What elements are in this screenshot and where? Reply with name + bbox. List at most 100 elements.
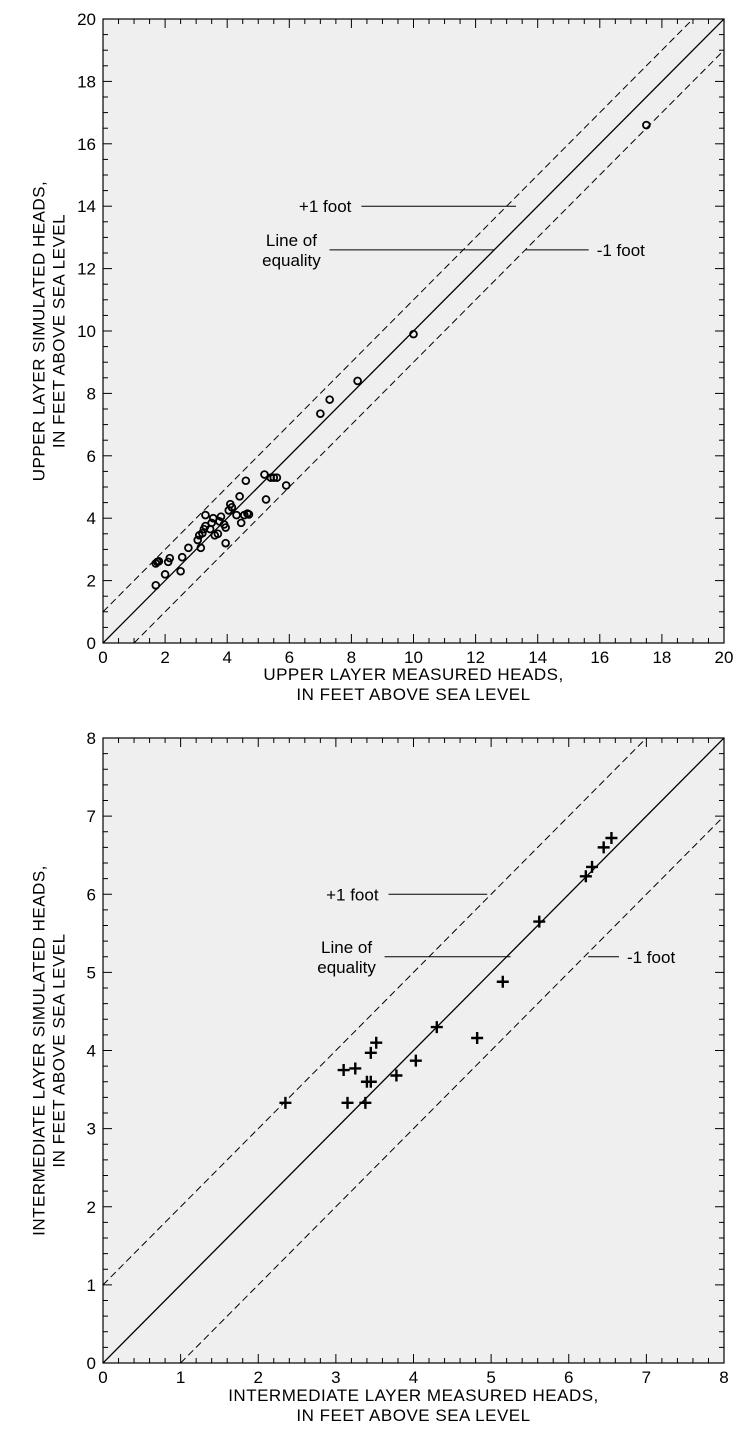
- intermediate-y-tick-label: 8: [87, 729, 96, 748]
- intermediate-data-point: [605, 832, 618, 844]
- upper-y-tick-label: 4: [87, 509, 96, 528]
- upper-data-point: [207, 518, 216, 528]
- upper-x-tick-label: 12: [466, 648, 485, 667]
- upper-data-point: [353, 376, 362, 386]
- upper-data-point: [272, 473, 282, 482]
- upper-data-point: [269, 473, 279, 482]
- upper-x-tick-label: 0: [98, 648, 107, 667]
- intermediate-data-point: [579, 870, 592, 883]
- upper-data-point: [151, 580, 161, 590]
- upper-annotation-text: -1 foot: [597, 241, 645, 260]
- intermediate-line-of-equality: [103, 738, 724, 1363]
- intermediate-data-point: [359, 1096, 372, 1109]
- intermediate-x-tick-label: 4: [409, 1368, 418, 1387]
- upper-y-tick-label: 6: [87, 447, 96, 466]
- upper-data-point: [201, 510, 210, 520]
- intermediate-y-tick-label: 3: [87, 1120, 96, 1139]
- intermediate-minus-one-foot-line: [179, 815, 724, 1363]
- intermediate-data-point: [533, 915, 546, 928]
- intermediate-y-tick-label: 5: [87, 963, 96, 982]
- upper-data-point: [241, 476, 251, 486]
- intermediate-y-tick-label: 1: [87, 1276, 96, 1295]
- intermediate-x-axis-title-line1: INTERMEDIATE LAYER MEASURED HEADS,: [228, 1386, 599, 1405]
- intermediate-y-tick-label: 2: [87, 1198, 96, 1217]
- upper-data-point: [221, 523, 230, 532]
- upper-data-point: [193, 535, 203, 545]
- intermediate-tick-labels: 0 1 2 3 4 5 6 7 8 0 1 2 3 4 5 6 7 8: [87, 729, 729, 1387]
- upper-y-tick-label: 12: [77, 260, 96, 279]
- intermediate-x-tick-label: 1: [176, 1368, 185, 1387]
- upper-data-point: [227, 502, 237, 512]
- intermediate-data-point: [337, 1064, 350, 1077]
- upper-data-point: [281, 481, 291, 490]
- intermediate-x-tick-label: 5: [486, 1368, 495, 1387]
- upper-y-axis-title-line2: IN FEET ABOVE SEA LEVEL: [49, 214, 68, 448]
- upper-x-tick-label: 18: [652, 648, 671, 667]
- upper-data-point: [216, 512, 226, 521]
- intermediate-x-tick-label: 6: [564, 1368, 573, 1387]
- upper-x-tick-label: 14: [528, 648, 547, 667]
- intermediate-x-tick-label: 7: [642, 1368, 651, 1387]
- intermediate-reference-lines: [103, 738, 724, 1363]
- intermediate-data-point: [370, 1036, 383, 1049]
- intermediate-y-axis-title-line2: IN FEET ABOVE SEA LEVEL: [49, 933, 68, 1167]
- upper-data-point: [409, 329, 418, 339]
- intermediate-data-point: [364, 1046, 377, 1059]
- upper-data-point: [154, 556, 164, 566]
- upper-data-point: [232, 510, 241, 520]
- upper-data-point: [177, 552, 187, 562]
- upper-data-point: [261, 495, 271, 504]
- intermediate-data-point: [390, 1069, 403, 1082]
- intermediate-data-point: [496, 975, 509, 988]
- intermediate-data-point: [471, 1032, 484, 1044]
- intermediate-x-tick-label: 0: [98, 1368, 107, 1387]
- upper-x-tick-label: 16: [590, 648, 609, 667]
- upper-data-point: [184, 543, 193, 553]
- upper-plus-one-foot-line: [103, 19, 694, 613]
- upper-y-tick-label: 18: [77, 72, 96, 91]
- intermediate-x-tick-label: 8: [719, 1368, 728, 1387]
- intermediate-y-tick-label: 7: [87, 807, 96, 826]
- upper-data-point: [325, 395, 334, 404]
- intermediate-annotation-text: -1 foot: [627, 948, 675, 967]
- upper-data-point: [196, 543, 206, 553]
- intermediate-y-tick-label: 6: [87, 885, 96, 904]
- upper-y-tick-label: 20: [77, 10, 96, 29]
- intermediate-data-point: [341, 1096, 354, 1109]
- upper-annotation-text: Line of: [266, 231, 317, 250]
- upper-data-point: [236, 518, 246, 528]
- upper-data-point: [221, 538, 230, 548]
- intermediate-x-tick-label: 3: [331, 1368, 340, 1387]
- upper-x-tick-label: 10: [404, 648, 423, 667]
- upper-data-point: [165, 553, 175, 563]
- intermediate-plus-one-foot-line: [103, 738, 648, 1286]
- upper-annotation-text: equality: [262, 251, 321, 270]
- upper-data-point: [642, 120, 651, 130]
- upper-data-point: [198, 528, 207, 538]
- upper-x-tick-label: 2: [160, 648, 169, 667]
- upper-x-tick-label: 4: [222, 648, 231, 667]
- intermediate-data-point: [364, 1075, 377, 1088]
- upper-data-point: [213, 529, 223, 539]
- intermediate-y-axis-title-line1: INTERMEDIATE LAYER SIMULATED HEADS,: [29, 865, 48, 1236]
- upper-y-tick-label: 0: [87, 634, 96, 653]
- intermediate-annotation-text: +1 foot: [326, 885, 379, 904]
- intermediate-data-point: [597, 841, 610, 854]
- intermediate-data-point: [430, 1021, 443, 1034]
- intermediate-annotation-text: equality: [317, 958, 376, 977]
- upper-y-tick-label: 16: [77, 135, 96, 154]
- intermediate-layer-chart: 0 1 2 3 4 5 6 7 8 0 1 2 3 4 5 6 7 8 +1 foot Line ofequalit…: [29, 729, 729, 1425]
- upper-y-tick-label: 8: [87, 384, 96, 403]
- upper-layer-chart: 0 2 4 6 8 10 12 14 16 18 20 0 2 4 6 8 10 12 14 16 18 20 +1 fo…: [29, 10, 733, 704]
- upper-y-tick-label: 10: [77, 322, 96, 341]
- upper-x-tick-label: 6: [285, 648, 294, 667]
- intermediate-points: [279, 832, 618, 1109]
- upper-ticks: [102, 18, 725, 644]
- intermediate-annotation-text: Line of: [321, 938, 372, 957]
- upper-y-axis-title-line1: UPPER LAYER SIMULATED HEADS,: [29, 181, 48, 482]
- upper-y-tick-label: 14: [77, 197, 96, 216]
- upper-data-point: [235, 492, 244, 501]
- upper-points: [151, 120, 651, 590]
